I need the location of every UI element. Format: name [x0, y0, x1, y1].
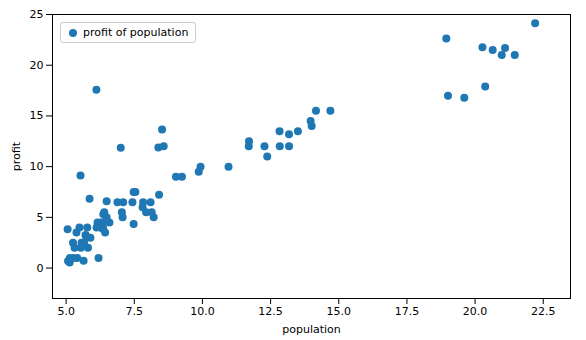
svg-text:5.0: 5.0	[57, 305, 75, 318]
svg-text:5: 5	[37, 211, 44, 224]
svg-text:7.5: 7.5	[126, 305, 144, 318]
svg-text:25: 25	[30, 8, 44, 21]
svg-text:20: 20	[30, 59, 44, 72]
svg-text:profit: profit	[10, 141, 23, 171]
svg-text:15: 15	[30, 109, 44, 122]
svg-text:15.0: 15.0	[327, 305, 352, 318]
svg-text:22.5: 22.5	[531, 305, 556, 318]
svg-text:20.0: 20.0	[463, 305, 488, 318]
svg-text:17.5: 17.5	[395, 305, 420, 318]
svg-text:10.0: 10.0	[190, 305, 215, 318]
svg-text:10: 10	[30, 160, 44, 173]
svg-text:12.5: 12.5	[258, 305, 283, 318]
html-text:profit of population: profit of population	[83, 26, 189, 39]
svg-text:0: 0	[37, 262, 44, 275]
svg-text:population: population	[282, 323, 341, 336]
